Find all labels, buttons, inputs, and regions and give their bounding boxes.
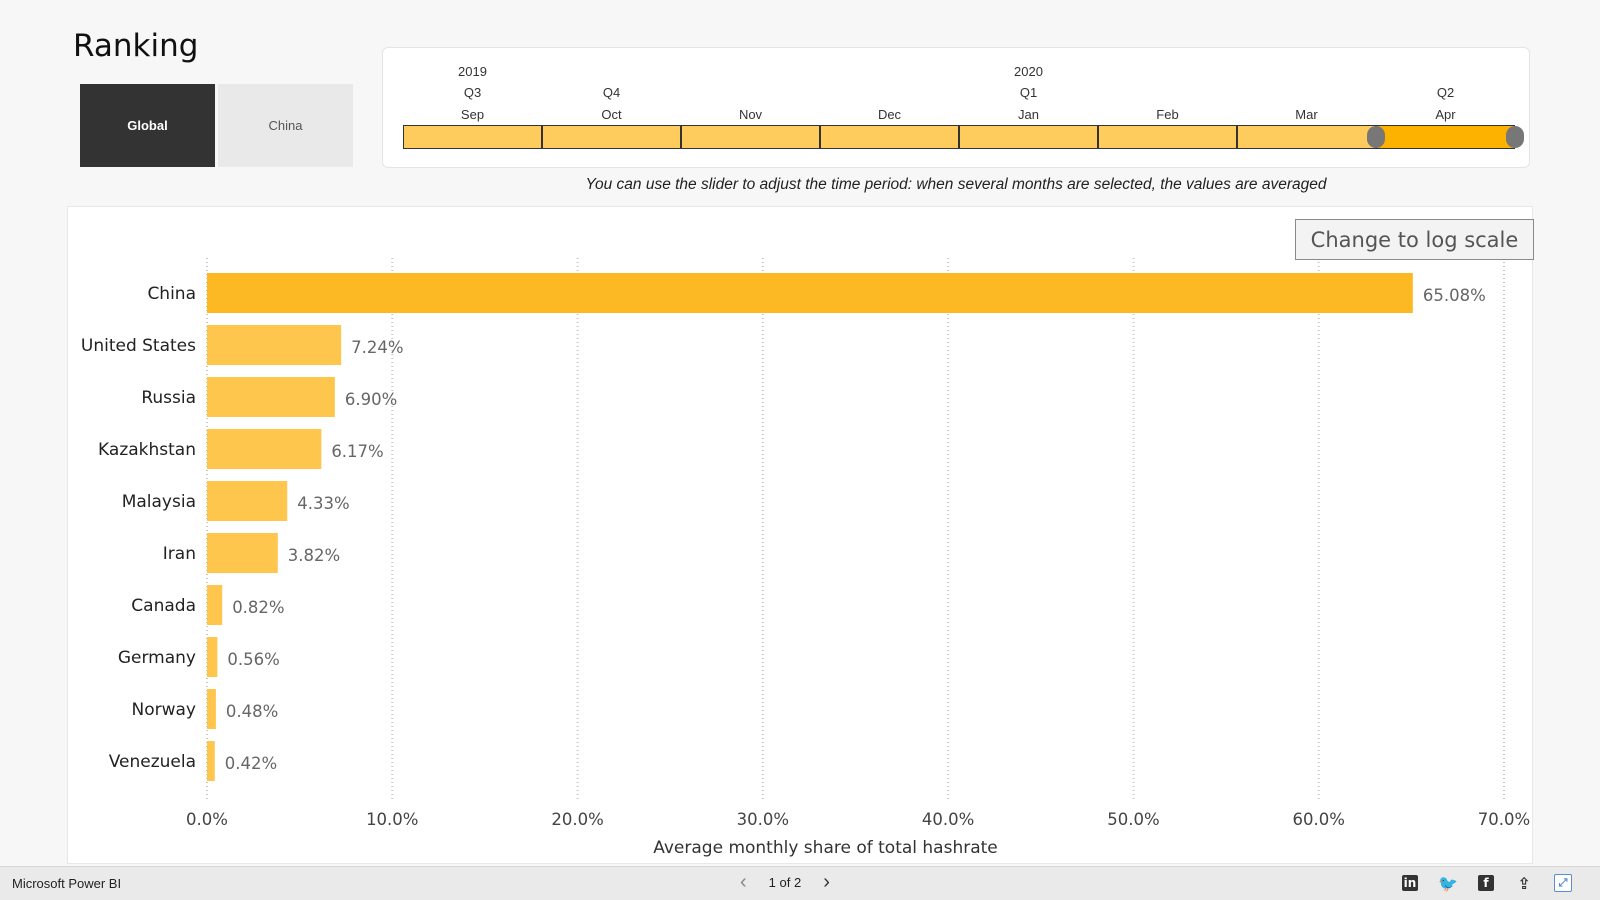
value-label: 65.08% [1423, 286, 1486, 305]
log-scale-button[interactable]: Change to log scale [1295, 219, 1534, 260]
bar [207, 325, 342, 365]
category-label: Kazakhstan [98, 440, 196, 460]
chart-card [67, 206, 1533, 864]
slider-year-label: 2019 [458, 64, 487, 79]
slider-end-handle[interactable] [1506, 126, 1524, 148]
category-label: Iran [163, 544, 196, 564]
linkedin-icon[interactable]: in [1402, 875, 1418, 891]
fullscreen-icon[interactable]: ⤢ [1554, 874, 1572, 892]
prev-page-icon[interactable]: ‹ [740, 871, 747, 893]
value-label: 4.33% [297, 494, 349, 513]
x-axis-title: Average monthly share of total hashrate [653, 838, 998, 858]
x-tick-label: 10.0% [366, 810, 418, 829]
slider-year-label: 2020 [1014, 64, 1043, 79]
slider-quarter-label: Q2 [1436, 85, 1455, 100]
x-tick-label: 70.0% [1478, 810, 1530, 829]
slider-month-cell[interactable] [542, 125, 681, 149]
x-tick-label: 0.0% [186, 810, 228, 829]
x-tick-label: 50.0% [1107, 810, 1159, 829]
value-label: 6.90% [345, 390, 397, 409]
time-slider[interactable] [403, 125, 1524, 149]
slider-month-cell[interactable] [1237, 125, 1376, 149]
category-label: Russia [141, 388, 196, 408]
twitter-icon[interactable]: 🐦 [1438, 873, 1458, 893]
category-label: Malaysia [122, 492, 196, 512]
slider-month-cell[interactable] [681, 125, 820, 149]
page-title: Ranking [73, 28, 199, 64]
value-label: 7.24% [351, 338, 403, 357]
slider-month-label: Oct [601, 107, 622, 122]
bar [207, 481, 288, 521]
slider-month-label: Mar [1295, 107, 1318, 122]
slider-quarter-label: Q4 [602, 85, 621, 100]
category-label: Germany [118, 648, 196, 668]
slider-month-cell[interactable] [959, 125, 1098, 149]
value-label: 0.56% [227, 650, 279, 669]
slider-hint: You can use the slider to adjust the tim… [585, 176, 1327, 193]
category-label: Canada [131, 596, 196, 616]
value-label: 0.48% [226, 702, 278, 721]
bar [207, 637, 218, 677]
toggle-global-button[interactable]: Global [80, 84, 215, 167]
slider-quarter-label: Q1 [1019, 85, 1038, 100]
value-label: 0.42% [225, 754, 277, 773]
footer-bar: Microsoft Power BI ‹ 1 of 2 › in 🐦 f ⇪ ⤢ [0, 866, 1600, 900]
next-page-icon[interactable]: › [823, 871, 830, 893]
page-indicator: 1 of 2 [768, 874, 802, 890]
bar [207, 741, 215, 781]
page-navigator: ‹ 1 of 2 › [740, 871, 830, 893]
bar [207, 533, 278, 573]
slider-quarter-label: Q3 [463, 85, 482, 100]
category-label: Venezuela [109, 752, 196, 772]
value-label: 6.17% [331, 442, 383, 461]
category-label: United States [81, 336, 196, 356]
category-label: China [147, 284, 196, 304]
slider-start-handle[interactable] [1367, 126, 1385, 148]
slider-month-label: Dec [877, 107, 902, 122]
category-label: Norway [132, 700, 197, 720]
facebook-icon[interactable]: f [1478, 875, 1494, 891]
footer-icons: in 🐦 f ⇪ ⤢ [1402, 873, 1572, 893]
value-label: 0.82% [232, 598, 284, 617]
toggle-china-button[interactable]: China [218, 84, 353, 167]
bar [207, 273, 1413, 313]
powerbi-brand[interactable]: Microsoft Power BI [12, 876, 122, 891]
slider-month-cell[interactable] [1098, 125, 1237, 149]
bar [207, 377, 335, 417]
slider-month-cell[interactable] [820, 125, 959, 149]
x-tick-label: 40.0% [922, 810, 974, 829]
bar [207, 429, 322, 469]
slider-month-label: Jan [1018, 107, 1039, 122]
hashrate-bar-chart: 0.0% 10.0% 20.0% 30.0% 40.0% 50.0% 60.0% 70.0% C… [81, 258, 1530, 858]
share-icon[interactable]: ⇪ [1517, 873, 1531, 893]
x-tick-label: 60.0% [1293, 810, 1345, 829]
slider-month-label: Feb [1156, 107, 1179, 122]
slider-month-label: Sep [460, 107, 485, 122]
x-tick-label: 30.0% [737, 810, 789, 829]
bar [207, 689, 216, 729]
time-slider-card: Sep Oct Nov Dec Jan Feb Mar Apr 2019 2020 Q3 Q4 Q1 Q2 [382, 47, 1530, 168]
slider-month-cell[interactable] [403, 125, 542, 149]
x-tick-label: 20.0% [551, 810, 603, 829]
bar [207, 585, 223, 625]
slider-month-label: Nov [738, 107, 763, 122]
value-label: 3.82% [288, 546, 340, 565]
slider-month-label: Apr [1435, 107, 1456, 122]
